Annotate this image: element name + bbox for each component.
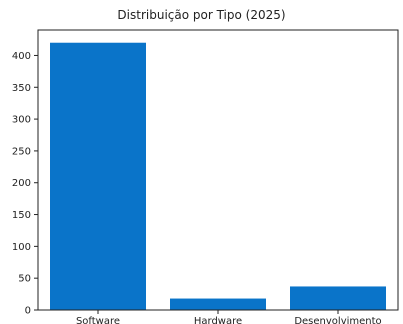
y-tick-label: 400 (12, 51, 31, 62)
y-tick-label: 50 (18, 274, 31, 285)
bar-software (50, 42, 146, 311)
y-tick-label: 350 (12, 83, 31, 94)
y-tick-label: 300 (12, 115, 31, 126)
chart-title: Distribuição por Tipo (2025) (117, 8, 286, 22)
x-tick-label: Hardware (194, 316, 242, 324)
x-tick-label: Software (76, 316, 120, 324)
y-tick-label: 250 (12, 146, 31, 157)
bar-hardware (170, 298, 266, 310)
x-tick-label: Desenvolvimento (294, 316, 381, 324)
y-tick-label: 200 (12, 178, 31, 189)
y-tick-label: 0 (25, 306, 31, 317)
plot-frame (37, 29, 399, 311)
y-tick-label: 100 (12, 242, 31, 253)
y-tick-label: 150 (12, 210, 31, 221)
bar-desenvolvimento (290, 286, 386, 310)
